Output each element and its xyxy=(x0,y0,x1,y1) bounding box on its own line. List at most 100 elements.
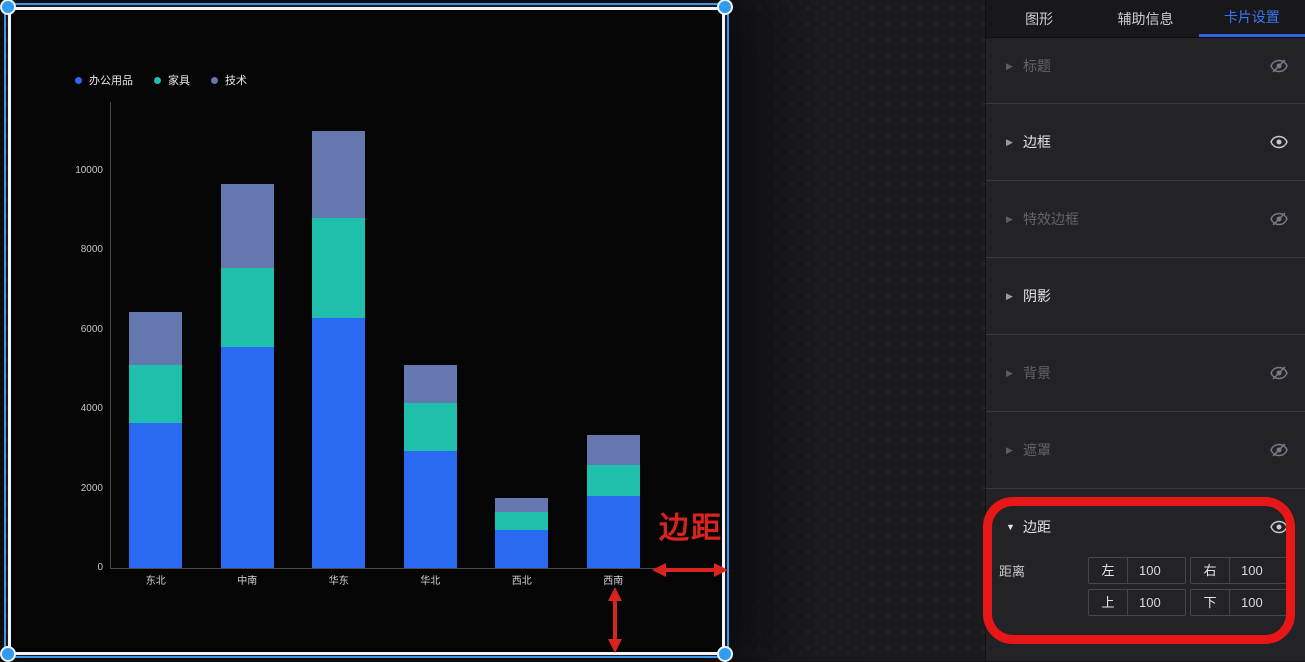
tab-graphic[interactable]: 图形 xyxy=(1025,10,1054,27)
bar-segment xyxy=(403,403,457,451)
y-tick-label: 6000 xyxy=(80,323,103,335)
margin-left-group: 左 xyxy=(1088,557,1186,584)
margin-left-label: 左 xyxy=(1089,558,1128,583)
resize-handle-top-left[interactable] xyxy=(0,0,16,15)
margin-top-input[interactable] xyxy=(1128,590,1185,615)
margin-bottom-label: 下 xyxy=(1191,590,1230,615)
margin-right-group: 右 xyxy=(1190,557,1288,584)
legend-item[interactable]: 技术 xyxy=(211,72,247,88)
chart-card[interactable]: 办公用品 家具 技术 0 2000 4000 6000 8000 10000 东北 中南 华东 华北 西… xyxy=(8,7,725,655)
eye-off-icon[interactable] xyxy=(1270,212,1288,226)
distance-label: 距离 xyxy=(999,564,1026,579)
tab-auxiliary-info[interactable]: 辅助信息 xyxy=(1117,10,1174,27)
bar-segment xyxy=(312,218,366,318)
tab-card-settings[interactable]: 卡片设置 xyxy=(1198,0,1305,37)
x-category-label: 华北 xyxy=(420,576,441,587)
margin-annotation-label: 边距 xyxy=(659,512,723,545)
y-axis-line xyxy=(110,102,111,568)
eye-off-icon[interactable] xyxy=(1270,443,1288,457)
margin-top-group: 上 xyxy=(1088,589,1186,616)
section-title-header[interactable]: ▶ 标题 xyxy=(986,38,1305,94)
section-background-header[interactable]: ▶ 背景 xyxy=(986,345,1305,401)
margin-right-input[interactable] xyxy=(1230,558,1287,583)
y-tick-label: 10000 xyxy=(75,164,103,176)
bar-segment xyxy=(495,530,549,568)
chevron-down-icon[interactable]: ▼ xyxy=(1006,522,1015,532)
chevron-right-icon[interactable]: ▶ xyxy=(1006,367,1013,378)
chevron-right-icon[interactable]: ▶ xyxy=(1006,60,1013,71)
margin-bottom-group: 下 xyxy=(1190,589,1288,616)
bar-segment xyxy=(403,450,457,568)
chart-legend: 办公用品 家具 技术 xyxy=(75,72,247,88)
chevron-right-icon[interactable]: ▶ xyxy=(1006,444,1013,455)
resize-handle-bottom-left[interactable] xyxy=(0,646,16,662)
resize-handle-top-right[interactable] xyxy=(717,0,733,15)
chart-area: 办公用品 家具 技术 0 2000 4000 6000 8000 10000 东北 中南 华东 华北 西… xyxy=(11,10,722,652)
bar-segment xyxy=(129,311,183,366)
eye-off-icon[interactable] xyxy=(1270,59,1288,73)
legend-dot-icon xyxy=(211,76,218,84)
bar-segment xyxy=(586,464,640,497)
section-title-label: 标题 xyxy=(1023,58,1051,74)
bar-segment xyxy=(495,498,549,513)
panel-tabs: 图形 辅助信息 卡片设置 xyxy=(986,0,1305,38)
bar-segment xyxy=(220,347,274,568)
x-axis-line xyxy=(110,568,660,569)
x-category-label: 中南 xyxy=(237,576,258,587)
editor-canvas: 办公用品 家具 技术 0 2000 4000 6000 8000 10000 东北 中南 华东 华北 西… xyxy=(0,0,985,662)
margin-left-input[interactable] xyxy=(1128,558,1185,583)
section-shadow-label: 阴影 xyxy=(1023,288,1051,304)
resize-handle-bottom-right[interactable] xyxy=(717,646,733,662)
bar-segment xyxy=(312,130,366,219)
y-tick-label: 8000 xyxy=(80,244,103,255)
bar-segment xyxy=(129,422,183,568)
x-category-label: 西北 xyxy=(511,576,532,587)
eye-icon[interactable] xyxy=(1270,520,1288,534)
section-mask-header[interactable]: ▶ 遮罩 xyxy=(986,422,1305,478)
x-category-label: 东北 xyxy=(145,576,166,587)
legend-dot-icon xyxy=(154,76,161,84)
section-background-label: 背景 xyxy=(1023,365,1051,381)
bar-segment xyxy=(220,267,274,348)
horizontal-margin-arrow-icon xyxy=(652,563,728,577)
section-mask-label: 遮罩 xyxy=(1023,442,1051,458)
bar-segment xyxy=(403,365,457,404)
section-border: ▶ 边框 xyxy=(986,104,1305,181)
chevron-right-icon[interactable]: ▶ xyxy=(1006,290,1013,301)
margin-right-label: 右 xyxy=(1191,558,1230,583)
section-margin-label: 边距 xyxy=(1023,519,1051,535)
y-tick-label: 4000 xyxy=(80,403,103,414)
margin-top-label: 上 xyxy=(1089,590,1128,615)
section-effect-border-header[interactable]: ▶ 特效边框 xyxy=(986,191,1305,247)
bar-segment xyxy=(586,434,640,465)
section-border-label: 边框 xyxy=(1023,134,1051,150)
bar-segment xyxy=(129,365,183,423)
legend-item[interactable]: 家具 xyxy=(154,72,190,88)
bar-segment xyxy=(312,317,366,568)
chevron-right-icon[interactable]: ▶ xyxy=(1006,213,1013,224)
x-category-label: 华东 xyxy=(328,576,349,587)
section-background: ▶ 背景 xyxy=(986,335,1305,412)
chart-plot: 0 2000 4000 6000 8000 10000 东北 中南 华东 华北 西北 西南 xyxy=(11,10,722,652)
section-shadow-header[interactable]: ▶ 阴影 xyxy=(986,268,1305,324)
section-title: ▶ 标题 xyxy=(986,38,1305,104)
chevron-right-icon[interactable]: ▶ xyxy=(1006,136,1013,147)
selection-frame[interactable] xyxy=(4,3,729,658)
margin-bottom-input[interactable] xyxy=(1230,590,1287,615)
margin-settings: 距离 左 右上 下 xyxy=(986,555,1305,616)
x-category-label: 西南 xyxy=(603,576,624,587)
bar-segment xyxy=(495,512,549,531)
section-margin-header[interactable]: ▼ 边距 xyxy=(986,499,1305,555)
bar-segment xyxy=(586,496,640,568)
bar-segment xyxy=(220,184,274,268)
section-effect-border-label: 特效边框 xyxy=(1023,211,1079,227)
eye-off-icon[interactable] xyxy=(1270,366,1288,380)
section-shadow: ▶ 阴影 xyxy=(986,258,1305,335)
section-border-header[interactable]: ▶ 边框 xyxy=(986,114,1305,170)
legend-dot-icon xyxy=(75,76,82,84)
y-tick-label: 2000 xyxy=(80,482,103,494)
eye-icon[interactable] xyxy=(1270,135,1288,149)
legend-item[interactable]: 办公用品 xyxy=(75,72,133,88)
